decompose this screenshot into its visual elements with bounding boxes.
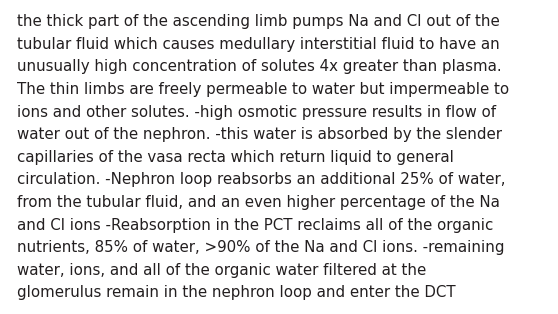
- Text: from the tubular fluid, and an even higher percentage of the Na: from the tubular fluid, and an even high…: [17, 195, 499, 210]
- Text: ions and other solutes. -high osmotic pressure results in flow of: ions and other solutes. -high osmotic pr…: [17, 105, 496, 120]
- Text: water out of the nephron. -this water is absorbed by the slender: water out of the nephron. -this water is…: [17, 127, 502, 142]
- Text: unusually high concentration of solutes 4x greater than plasma.: unusually high concentration of solutes …: [17, 59, 502, 74]
- Text: nutrients, 85% of water, >90% of the Na and Cl ions. -remaining: nutrients, 85% of water, >90% of the Na …: [17, 240, 504, 255]
- Text: circulation. -Nephron loop reabsorbs an additional 25% of water,: circulation. -Nephron loop reabsorbs an …: [17, 172, 505, 187]
- Text: capillaries of the vasa recta which return liquid to general: capillaries of the vasa recta which retu…: [17, 150, 454, 165]
- Text: the thick part of the ascending limb pumps Na and Cl out of the: the thick part of the ascending limb pum…: [17, 14, 499, 29]
- Text: The thin limbs are freely permeable to water but impermeable to: The thin limbs are freely permeable to w…: [17, 82, 509, 97]
- Text: and Cl ions -Reabsorption in the PCT reclaims all of the organic: and Cl ions -Reabsorption in the PCT rec…: [17, 218, 493, 233]
- Text: water, ions, and all of the organic water filtered at the: water, ions, and all of the organic wate…: [17, 263, 426, 278]
- Text: glomerulus remain in the nephron loop and enter the DCT: glomerulus remain in the nephron loop an…: [17, 285, 455, 300]
- Text: tubular fluid which causes medullary interstitial fluid to have an: tubular fluid which causes medullary int…: [17, 37, 499, 52]
